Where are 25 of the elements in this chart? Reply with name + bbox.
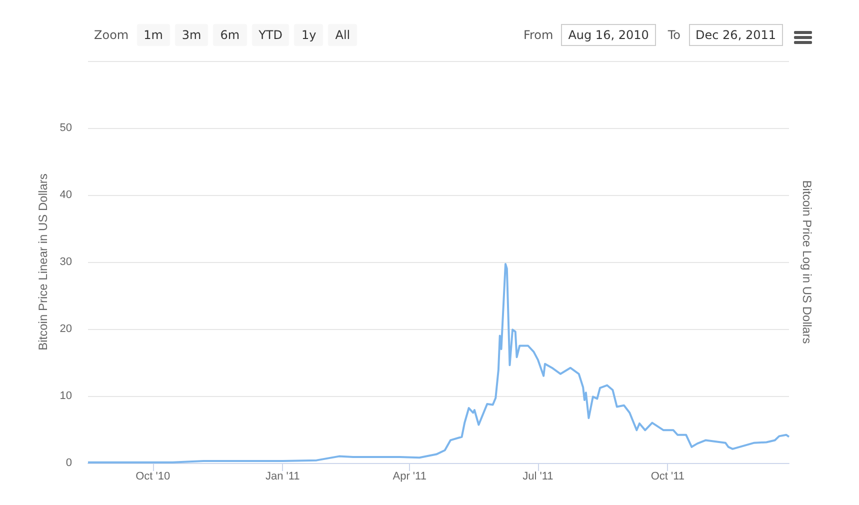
x-tick-label: Oct '11	[650, 470, 685, 482]
y-tick-label: 40	[60, 189, 72, 201]
x-tick-label: Oct '10	[136, 470, 170, 482]
y2-axis-title: Bitcoin Price Log in US Dollars	[800, 180, 814, 344]
y-axis-title: Bitcoin Price Linear in US Dollars	[36, 174, 50, 350]
line-series	[87, 263, 790, 464]
y-tick-label: 20	[60, 323, 72, 335]
y-tick-label: 50	[60, 122, 72, 134]
text: Aug 16, 2010	[561, 24, 656, 46]
y-tick-label: 10	[60, 390, 72, 402]
y-tick-label: 30	[60, 256, 72, 268]
text: All	[328, 24, 358, 46]
text: From	[523, 28, 554, 42]
text: Zoom	[94, 28, 129, 42]
x-tick-label: Jan '11	[265, 470, 300, 482]
x-tick-label: Apr '11	[392, 470, 426, 482]
text: 3m	[174, 24, 208, 46]
text: 1m	[136, 24, 170, 46]
x-tick-label: Jul '11	[522, 470, 554, 482]
text: YTD	[252, 24, 290, 46]
text: Dec 26, 2011	[688, 24, 783, 46]
text: To	[668, 28, 681, 42]
text: 6m	[213, 24, 247, 46]
y-tick-label: 0	[66, 457, 72, 469]
text: 1y	[294, 24, 324, 46]
